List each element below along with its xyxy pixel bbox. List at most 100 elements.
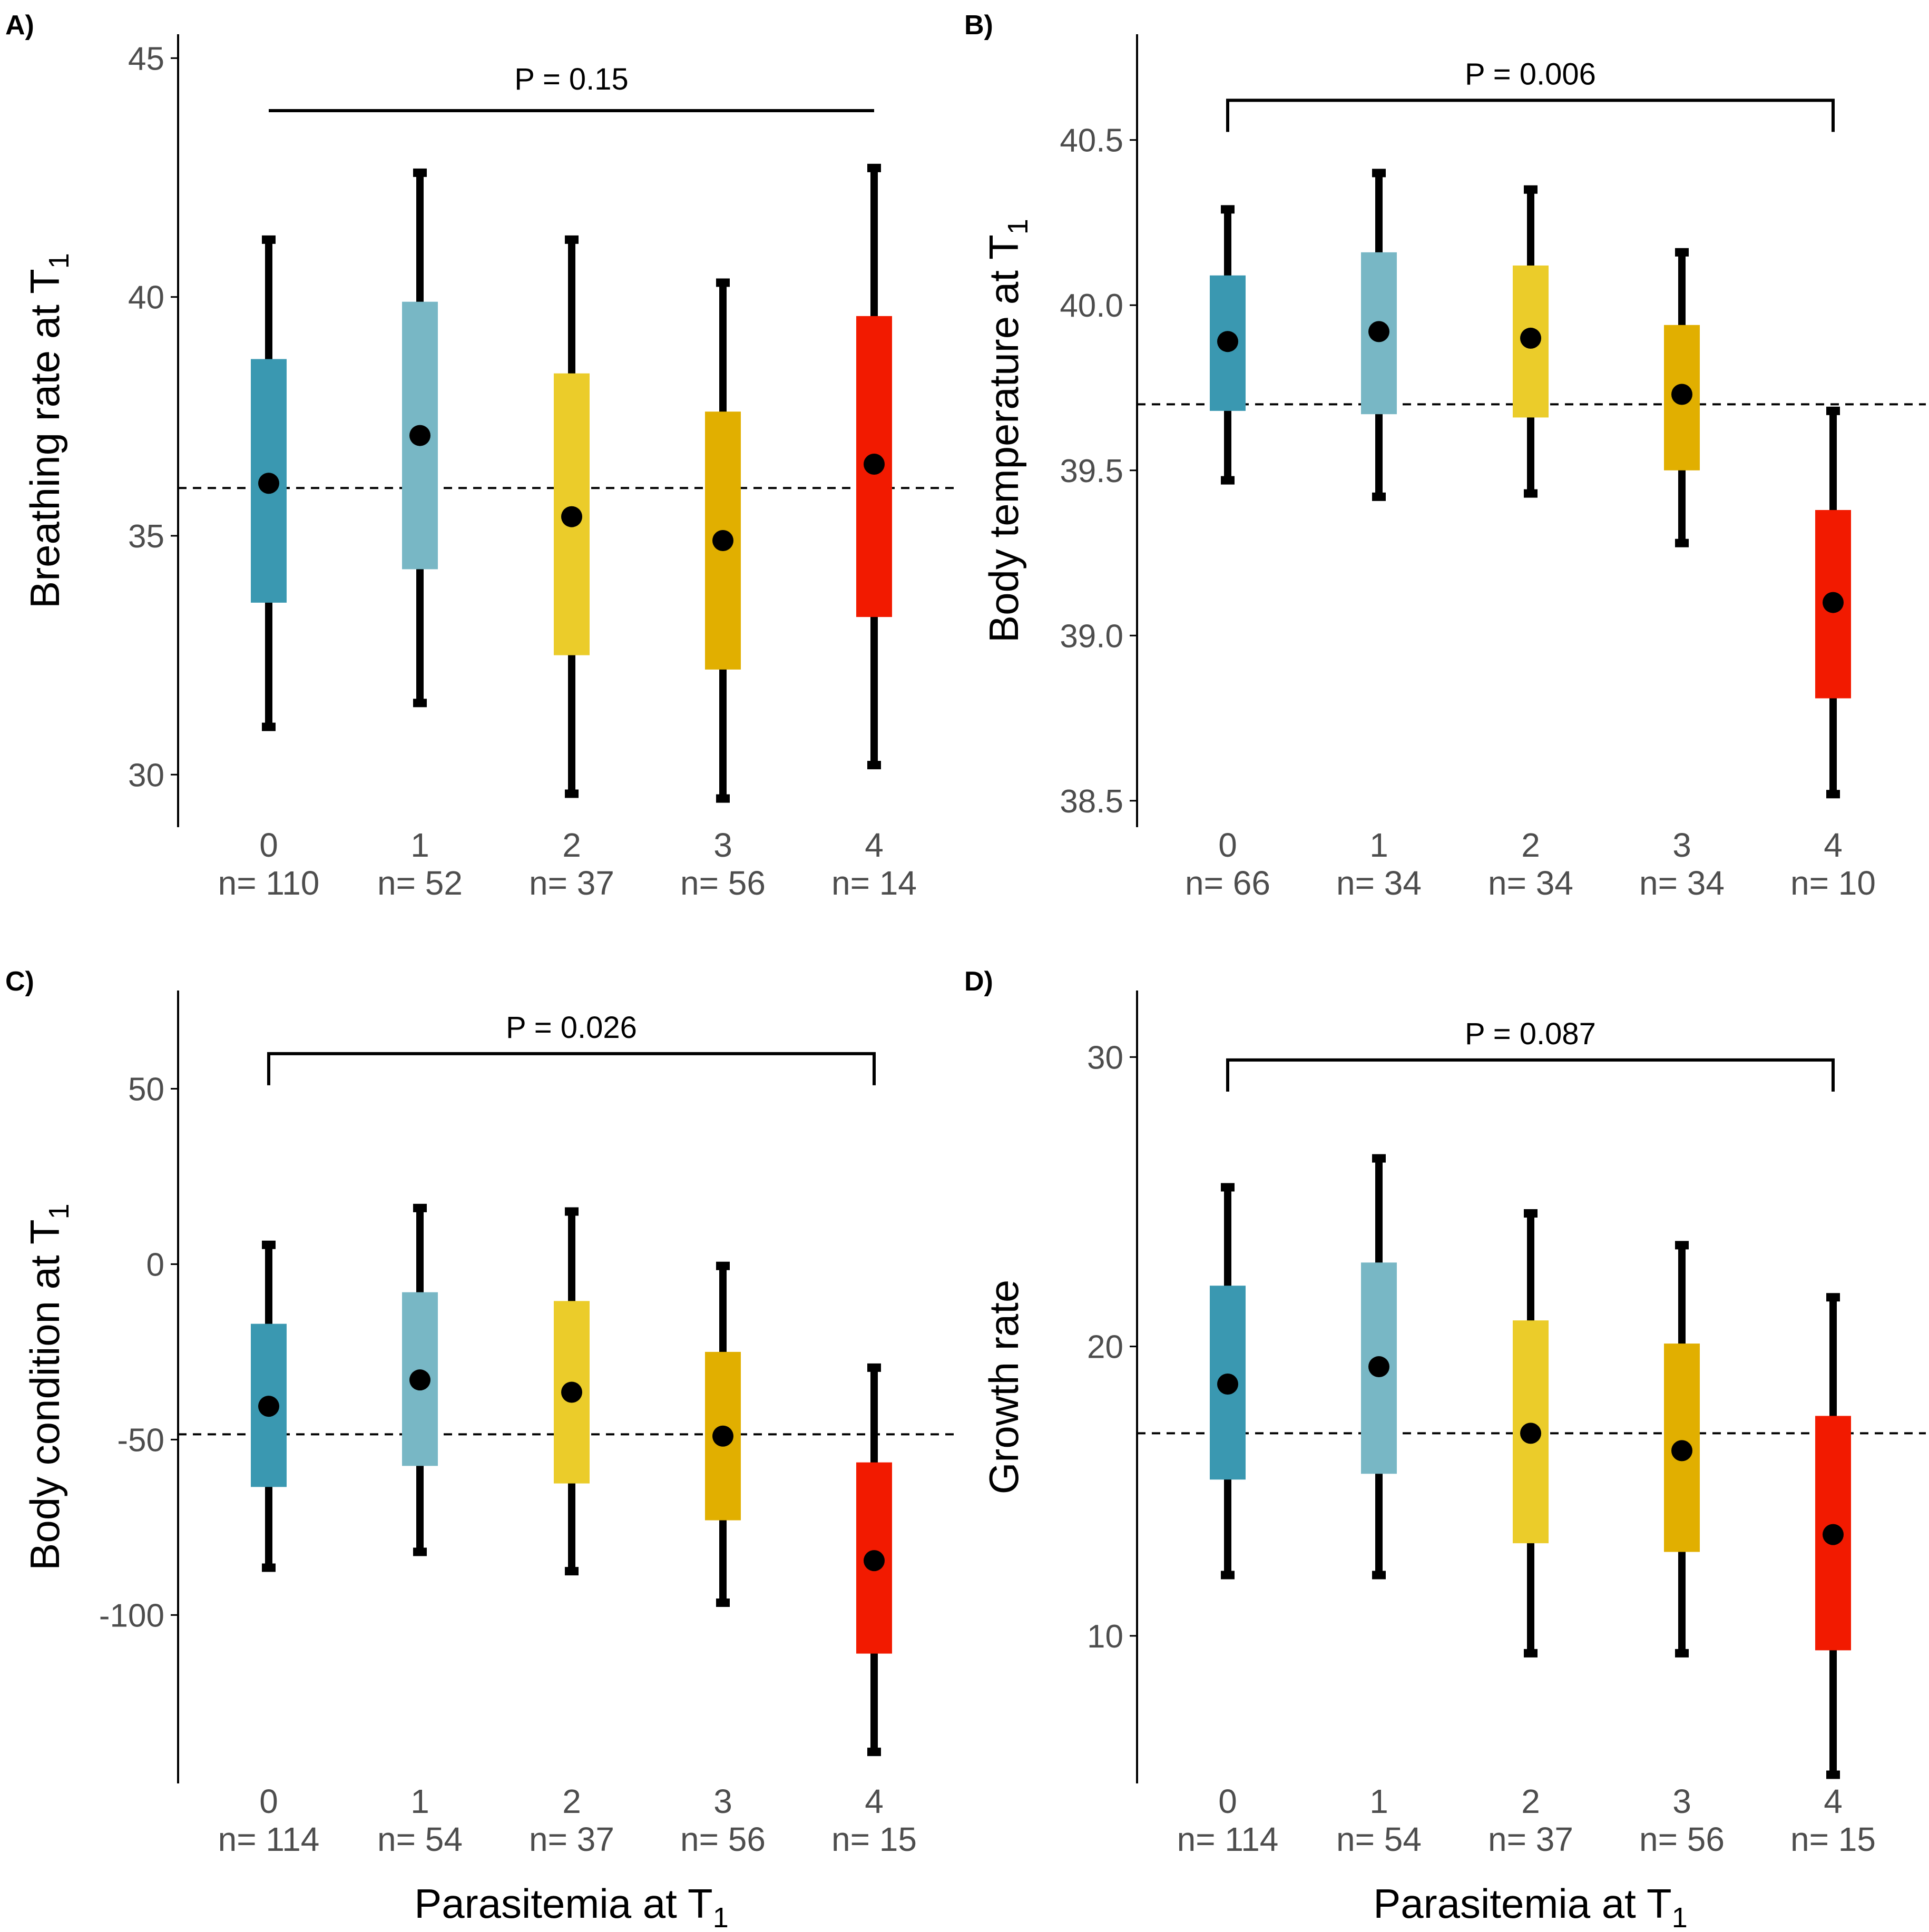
x-tick-label: 3 <box>1672 826 1691 864</box>
y-axis-title-text: Breathing rate at T <box>22 269 68 609</box>
panel-letter: A) <box>5 10 34 41</box>
x-tick-label: 0 <box>1218 1782 1237 1820</box>
pvalue-label: P = 0.087 <box>1465 1017 1596 1051</box>
panel-letter: C) <box>5 966 34 997</box>
pvalue-bracket <box>1226 99 1835 132</box>
x-tick-label: 1 <box>410 1782 429 1820</box>
x-tick-label: 1 <box>410 826 429 864</box>
x-tick-label: 0 <box>259 826 278 864</box>
y-tick-label: 0 <box>146 1247 164 1283</box>
mean-point-level-0 <box>1217 331 1238 352</box>
y-tick-label: 39.5 <box>1060 453 1123 489</box>
mean-point-level-1 <box>1368 321 1389 342</box>
y-tick-label: 30 <box>1087 1039 1123 1076</box>
x-tick-label: 1 <box>1369 826 1388 864</box>
mean-point-level-0 <box>258 1396 279 1417</box>
mean-point-level-0 <box>258 473 279 494</box>
mean-point-level-3 <box>712 530 733 552</box>
x-axis-title-text: Parasitemia at T <box>414 1880 712 1927</box>
x-tick-label: 4 <box>865 1782 884 1820</box>
mean-point-level-2 <box>1520 1423 1541 1444</box>
sample-size-label: n= 110 <box>218 864 320 902</box>
x-tick-label: 1 <box>1369 1782 1388 1820</box>
y-tick-label: 30 <box>128 757 164 793</box>
pvalue-bracket <box>267 1052 876 1085</box>
panel-letter: D) <box>964 966 993 997</box>
sample-size-label: n= 54 <box>377 1820 463 1858</box>
pvalue-label: P = 0.006 <box>1465 57 1596 91</box>
mean-point-level-2 <box>561 506 582 527</box>
mean-point-level-2 <box>561 1381 582 1403</box>
sample-size-label: n= 14 <box>831 864 917 902</box>
x-tick-label: 3 <box>1672 1782 1691 1820</box>
pvalue-bracket <box>1226 1058 1835 1092</box>
y-axis-title-subscript: 1 <box>43 1203 75 1219</box>
y-axis-title-subscript: 1 <box>1002 219 1034 234</box>
x-tick-label: 2 <box>562 1782 581 1820</box>
y-tick-label: 35 <box>128 518 164 555</box>
x-axis-title: Parasitemia at T1 <box>414 1880 729 1929</box>
y-tick-label: 40.0 <box>1060 288 1123 324</box>
mean-point-level-3 <box>1671 384 1692 405</box>
y-axis-title: Breathing rate at T1 <box>22 253 75 609</box>
mean-point-level-1 <box>1368 1356 1389 1378</box>
x-tick-label: 3 <box>713 826 732 864</box>
y-tick-label: 40 <box>128 280 164 316</box>
sample-size-label: n= 15 <box>831 1820 917 1858</box>
mean-point-level-1 <box>409 1369 430 1391</box>
x-tick-label: 2 <box>1521 826 1540 864</box>
pvalue-label: P = 0.026 <box>506 1011 637 1045</box>
y-axis-title-subscript: 1 <box>43 253 75 269</box>
y-axis-title-text: Body condition at T <box>22 1219 68 1570</box>
y-axis-title: Growth rate <box>981 1280 1027 1494</box>
mean-point-level-2 <box>1520 327 1541 349</box>
sample-size-label: n= 114 <box>1177 1820 1279 1858</box>
mean-point-level-4 <box>1823 1524 1844 1545</box>
pvalue-label: P = 0.15 <box>514 62 629 96</box>
sample-size-label: n= 15 <box>1790 1820 1876 1858</box>
x-tick-label: 3 <box>713 1782 732 1820</box>
mean-point-level-3 <box>1671 1440 1692 1462</box>
panel-b: B) 38.5 39.0 39.5 40.0 40.5 Body temperature a… <box>964 10 1926 902</box>
y-axis-title-text: Growth rate <box>981 1280 1027 1494</box>
y-tick-label: 39.0 <box>1060 618 1123 654</box>
y-tick-label: 20 <box>1087 1329 1123 1366</box>
sample-size-label: n= 56 <box>1639 1820 1725 1858</box>
y-tick-label: 50 <box>128 1071 164 1107</box>
sample-size-label: n= 56 <box>680 864 766 902</box>
y-tick-label: -100 <box>99 1597 164 1634</box>
y-axis-title: Body temperature at T1 <box>981 219 1034 643</box>
sample-size-label: n= 34 <box>1336 864 1422 902</box>
x-axis-title: Parasitemia at T1 <box>1373 1880 1688 1929</box>
x-axis-title-subscript: 1 <box>713 1902 729 1929</box>
mean-point-level-4 <box>864 453 885 475</box>
sample-size-label: n= 52 <box>377 864 463 902</box>
x-tick-label: 4 <box>865 826 884 864</box>
mean-point-level-0 <box>1217 1374 1238 1395</box>
panel-letter: B) <box>964 10 993 41</box>
sample-size-label: n= 34 <box>1488 864 1573 902</box>
x-axis-title-subscript: 1 <box>1672 1902 1688 1929</box>
y-tick-label: 45 <box>128 41 164 77</box>
sample-size-label: n= 10 <box>1790 864 1876 902</box>
sample-size-label: n= 37 <box>529 1820 614 1858</box>
x-tick-label: 0 <box>259 1782 278 1820</box>
sample-size-label: n= 34 <box>1639 864 1725 902</box>
y-tick-label: -50 <box>117 1422 164 1458</box>
sample-size-label: n= 37 <box>529 864 614 902</box>
y-tick-label: 40.5 <box>1060 123 1123 159</box>
x-tick-label: 2 <box>562 826 581 864</box>
x-axis-title-text: Parasitemia at T <box>1373 1880 1671 1927</box>
x-tick-label: 4 <box>1824 1782 1843 1820</box>
sample-size-label: n= 66 <box>1185 864 1270 902</box>
sample-size-label: n= 114 <box>218 1820 320 1858</box>
x-tick-label: 0 <box>1218 826 1237 864</box>
mean-point-level-3 <box>712 1425 733 1447</box>
y-tick-label: 10 <box>1087 1619 1123 1655</box>
sample-size-label: n= 54 <box>1336 1820 1422 1858</box>
